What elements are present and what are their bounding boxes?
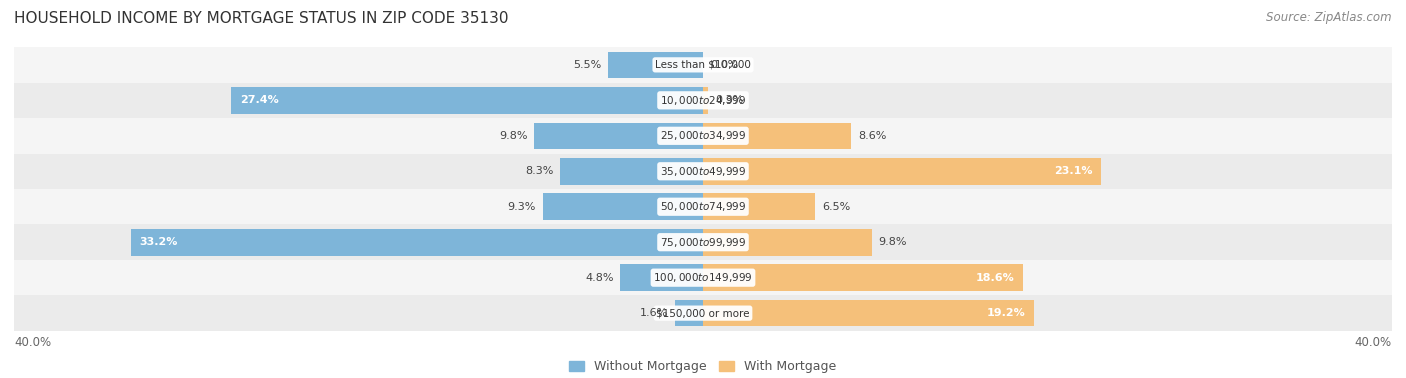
Text: 18.6%: 18.6% <box>976 273 1015 283</box>
Bar <box>703 158 1101 184</box>
Text: 40.0%: 40.0% <box>14 336 51 349</box>
Bar <box>14 47 1392 83</box>
Bar <box>543 194 703 220</box>
Text: 19.2%: 19.2% <box>987 308 1025 318</box>
Bar <box>703 194 815 220</box>
Text: 33.2%: 33.2% <box>139 237 179 247</box>
Text: $150,000 or more: $150,000 or more <box>657 308 749 318</box>
Text: $50,000 to $74,999: $50,000 to $74,999 <box>659 200 747 213</box>
Text: $35,000 to $49,999: $35,000 to $49,999 <box>659 165 747 178</box>
Bar <box>131 229 703 256</box>
Legend: Without Mortgage, With Mortgage: Without Mortgage, With Mortgage <box>564 355 842 378</box>
Bar <box>703 87 709 114</box>
Text: 23.1%: 23.1% <box>1053 166 1092 176</box>
Text: 1.6%: 1.6% <box>640 308 669 318</box>
Text: $100,000 to $149,999: $100,000 to $149,999 <box>654 271 752 284</box>
Bar <box>703 264 1024 291</box>
Bar <box>609 51 703 78</box>
Text: HOUSEHOLD INCOME BY MORTGAGE STATUS IN ZIP CODE 35130: HOUSEHOLD INCOME BY MORTGAGE STATUS IN Z… <box>14 11 509 26</box>
Text: 9.8%: 9.8% <box>879 237 907 247</box>
Text: 0.3%: 0.3% <box>716 95 744 105</box>
Text: 0.0%: 0.0% <box>710 60 738 70</box>
Bar <box>534 122 703 149</box>
Text: Less than $10,000: Less than $10,000 <box>655 60 751 70</box>
Bar <box>14 118 1392 153</box>
Text: 6.5%: 6.5% <box>823 202 851 212</box>
Bar <box>14 260 1392 295</box>
Text: 4.8%: 4.8% <box>585 273 613 283</box>
Bar <box>675 300 703 327</box>
Bar <box>14 225 1392 260</box>
Bar <box>703 300 1033 327</box>
Bar <box>703 229 872 256</box>
Text: 8.6%: 8.6% <box>858 131 886 141</box>
Bar <box>14 153 1392 189</box>
Bar <box>703 122 851 149</box>
Text: $25,000 to $34,999: $25,000 to $34,999 <box>659 129 747 142</box>
Text: Source: ZipAtlas.com: Source: ZipAtlas.com <box>1267 11 1392 24</box>
Text: $75,000 to $99,999: $75,000 to $99,999 <box>659 236 747 249</box>
Text: 27.4%: 27.4% <box>239 95 278 105</box>
Bar <box>14 295 1392 331</box>
Text: $10,000 to $24,999: $10,000 to $24,999 <box>659 94 747 107</box>
Bar <box>620 264 703 291</box>
Text: 8.3%: 8.3% <box>524 166 553 176</box>
Bar <box>231 87 703 114</box>
Text: 9.3%: 9.3% <box>508 202 536 212</box>
Bar <box>560 158 703 184</box>
Text: 40.0%: 40.0% <box>1355 336 1392 349</box>
Bar <box>14 83 1392 118</box>
Text: 9.8%: 9.8% <box>499 131 527 141</box>
Text: 5.5%: 5.5% <box>574 60 602 70</box>
Bar <box>14 189 1392 225</box>
